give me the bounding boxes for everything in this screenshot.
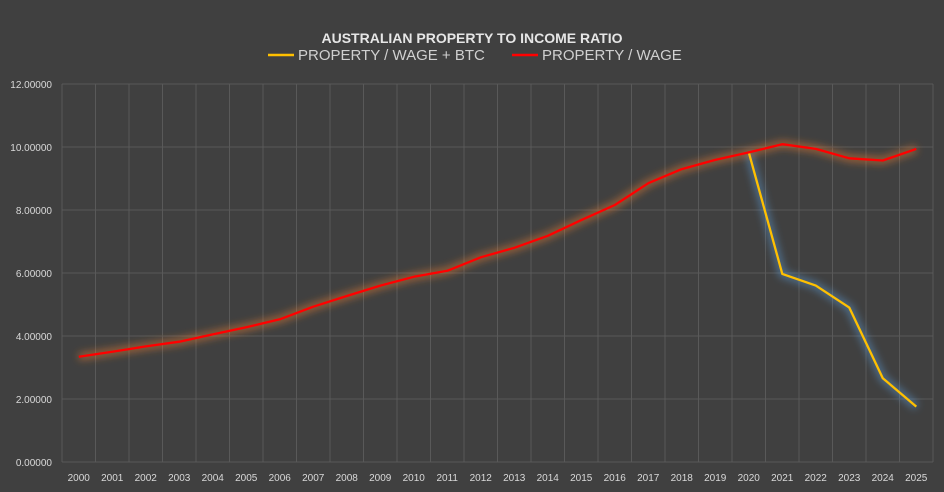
x-tick-label: 2003	[168, 473, 191, 484]
x-tick-label: 2007	[302, 473, 325, 484]
x-tick-label: 2025	[905, 473, 928, 484]
x-tick-label: 2009	[369, 473, 392, 484]
x-tick-label: 2002	[135, 473, 158, 484]
x-tick-label: 2016	[604, 473, 627, 484]
x-tick-label: 2021	[771, 473, 794, 484]
legend-label-btc: PROPERTY / WAGE + BTC	[298, 47, 485, 64]
x-tick-label: 2008	[336, 473, 359, 484]
x-tick-label: 2006	[269, 473, 292, 484]
x-tick-label: 2013	[503, 473, 526, 484]
x-tick-label: 2004	[202, 473, 225, 484]
y-tick-label: 4.00000	[16, 332, 53, 343]
y-tick-label: 2.00000	[16, 395, 53, 406]
legend-label-wage: PROPERTY / WAGE	[542, 47, 682, 64]
y-tick-label: 12.00000	[10, 80, 52, 91]
x-tick-label: 2019	[704, 473, 727, 484]
series-btc-line	[747, 152, 918, 408]
x-tick-label: 2023	[838, 473, 861, 484]
y-tick-label: 6.00000	[16, 269, 53, 280]
x-tick-label: 2020	[738, 473, 761, 484]
x-tick-label: 2018	[671, 473, 694, 484]
x-tick-label: 2022	[805, 473, 828, 484]
x-tick-label: 2010	[403, 473, 426, 484]
series-wage-line	[78, 143, 917, 358]
x-tick-label: 2011	[436, 473, 458, 484]
y-tick-label: 10.00000	[10, 143, 52, 154]
x-tick-label: 2012	[470, 473, 493, 484]
y-tick-label: 8.00000	[16, 206, 53, 217]
x-tick-label: 2001	[101, 473, 124, 484]
legend: PROPERTY / WAGE + BTC PROPERTY / WAGE	[268, 47, 682, 64]
x-tick-label: 2005	[235, 473, 258, 484]
y-tick-label: 0.00000	[16, 458, 53, 469]
x-tick-label: 2015	[570, 473, 593, 484]
x-tick-label: 2024	[872, 473, 895, 484]
x-tick-label: 2017	[637, 473, 660, 484]
x-tick-label: 2014	[537, 473, 560, 484]
chart-title: AUSTRALIAN PROPERTY TO INCOME RATIO	[321, 30, 622, 46]
x-tick-label: 2000	[68, 473, 91, 484]
